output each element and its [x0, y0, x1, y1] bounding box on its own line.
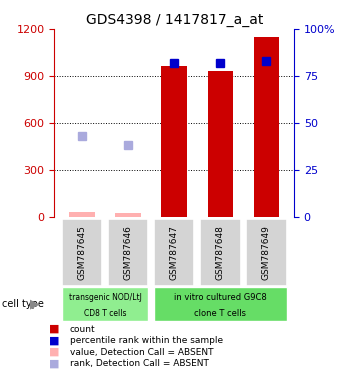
Bar: [69, 212, 94, 217]
Text: ▶: ▶: [30, 297, 40, 310]
Bar: [108, 219, 148, 286]
Bar: [246, 219, 287, 286]
Bar: [200, 219, 240, 286]
Bar: [116, 213, 141, 217]
Text: rank, Detection Call = ABSENT: rank, Detection Call = ABSENT: [70, 359, 209, 368]
Bar: [62, 287, 148, 321]
Text: GSM787648: GSM787648: [216, 225, 225, 280]
Text: value, Detection Call = ABSENT: value, Detection Call = ABSENT: [70, 348, 214, 357]
Bar: [62, 219, 102, 286]
Text: GSM787645: GSM787645: [77, 225, 86, 280]
Text: GDS4398 / 1417817_a_at: GDS4398 / 1417817_a_at: [86, 13, 264, 27]
Text: in vitro cultured G9C8: in vitro cultured G9C8: [174, 293, 267, 302]
Bar: [254, 36, 279, 217]
Text: transgenic NOD/LtJ: transgenic NOD/LtJ: [69, 293, 141, 302]
Bar: [154, 287, 287, 321]
Text: count: count: [70, 324, 96, 334]
Text: GSM787647: GSM787647: [170, 225, 178, 280]
Text: CD8 T cells: CD8 T cells: [84, 309, 126, 318]
Text: ■: ■: [49, 336, 60, 346]
Text: ■: ■: [49, 324, 60, 334]
Bar: [154, 219, 194, 286]
Text: GSM787646: GSM787646: [124, 225, 133, 280]
Text: cell type: cell type: [2, 299, 44, 309]
Text: clone T cells: clone T cells: [194, 309, 246, 318]
Text: GSM787649: GSM787649: [262, 225, 271, 280]
Text: percentile rank within the sample: percentile rank within the sample: [70, 336, 223, 345]
Text: ■: ■: [49, 347, 60, 357]
Bar: [161, 66, 187, 217]
Text: ■: ■: [49, 359, 60, 369]
Bar: [208, 71, 233, 217]
